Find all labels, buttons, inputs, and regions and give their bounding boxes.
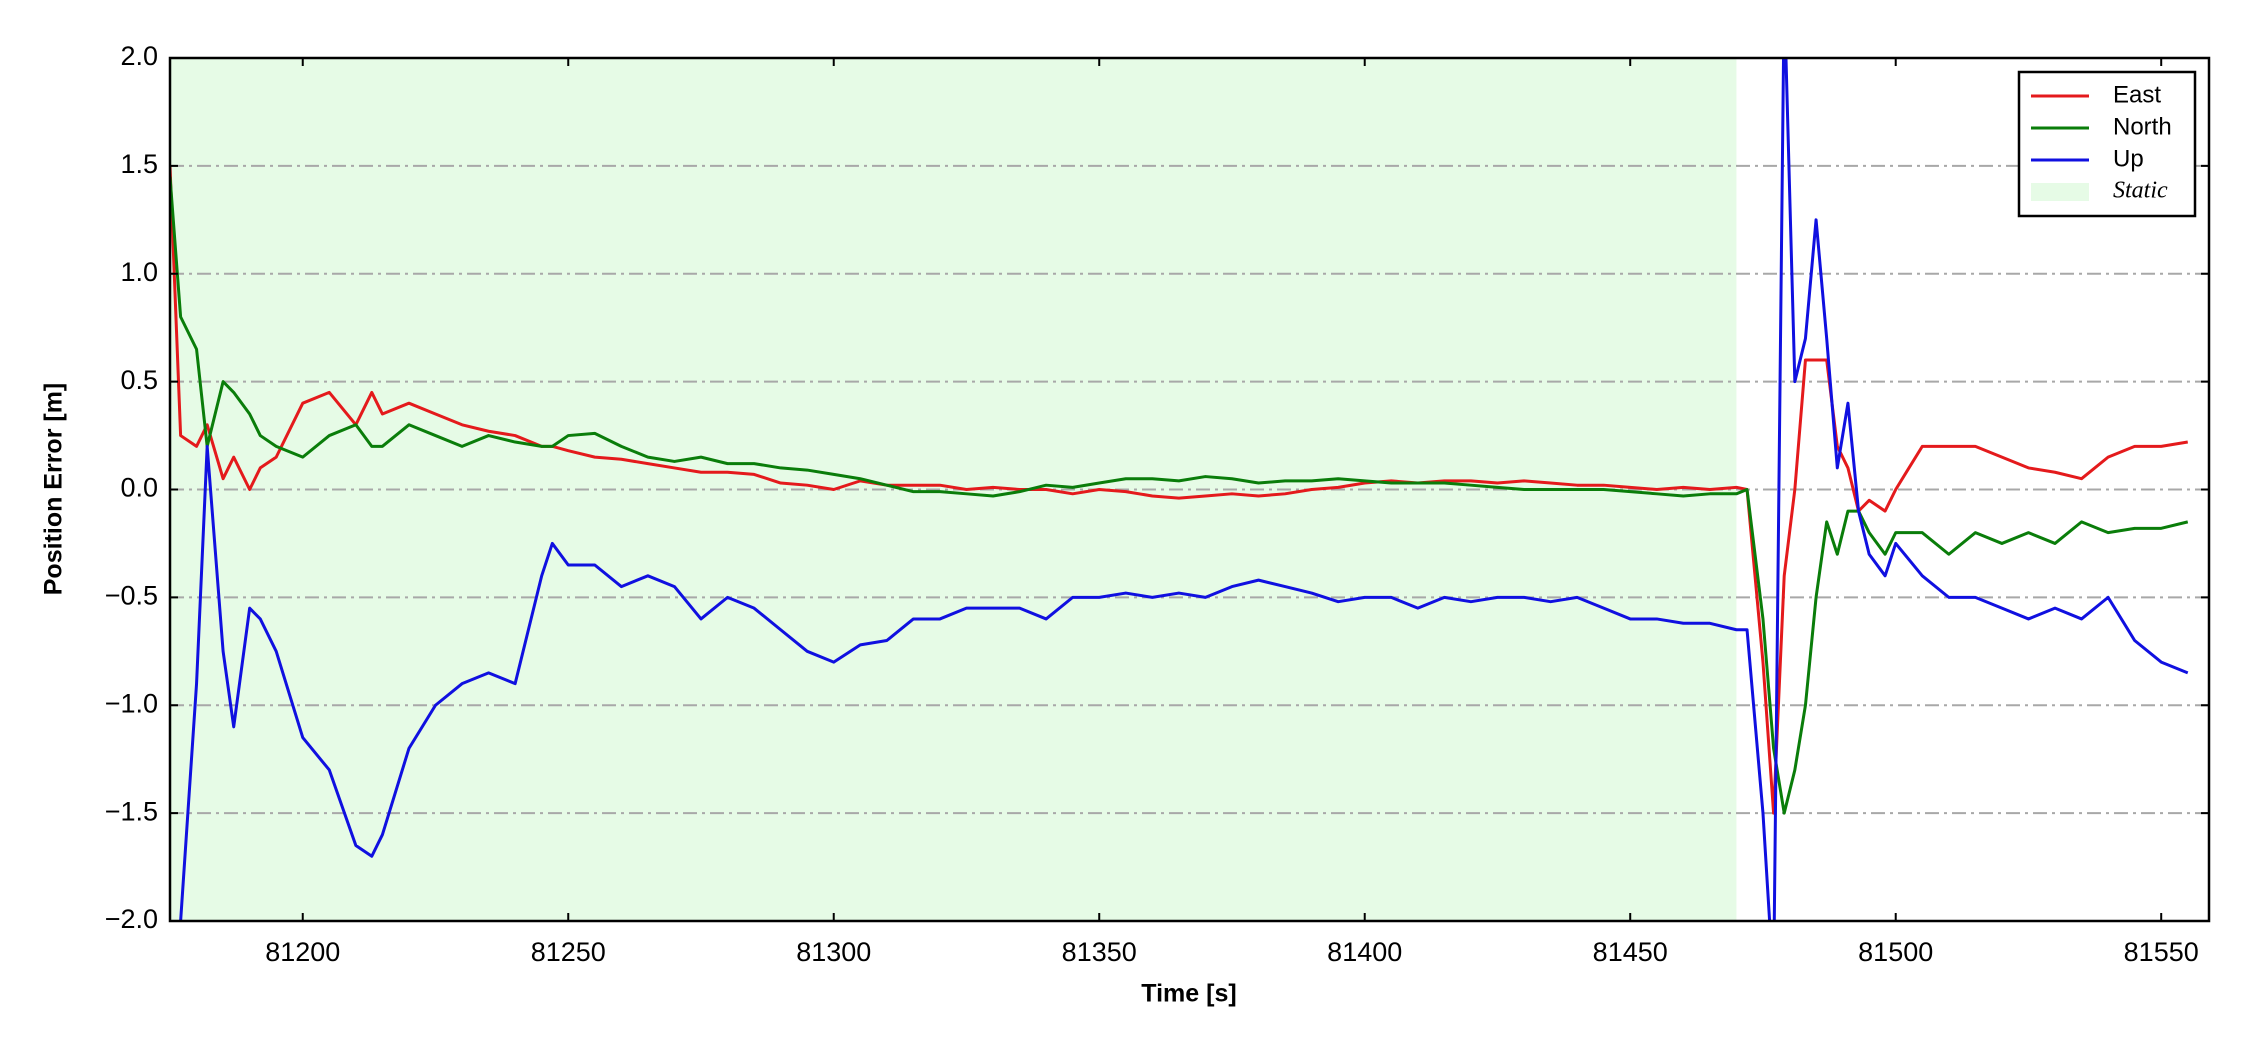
y-tick-label: −1.5 bbox=[105, 796, 158, 826]
y-axis-label: Position Error [m] bbox=[40, 383, 68, 596]
legend-label: Up bbox=[2113, 145, 2144, 172]
y-tick-label: −1.0 bbox=[105, 688, 158, 718]
y-tick-label: 0.0 bbox=[120, 473, 158, 503]
y-tick-label: −2.0 bbox=[105, 904, 158, 934]
legend-label: East bbox=[2113, 81, 2161, 108]
y-tick-label: 1.5 bbox=[120, 149, 158, 179]
plot-frame bbox=[168, 56, 2211, 923]
series-line bbox=[170, 165, 2189, 815]
x-tick-label: 81250 bbox=[531, 937, 606, 967]
y-tick-label: −0.5 bbox=[105, 581, 158, 611]
series-line bbox=[179, 58, 2189, 921]
x-axis-label: Time [s] bbox=[1141, 980, 1236, 1008]
x-tick-label: 81400 bbox=[1327, 937, 1402, 967]
legend-swatch bbox=[2031, 183, 2089, 201]
x-tick-label: 81200 bbox=[265, 937, 340, 967]
x-tick-label: 81500 bbox=[1858, 937, 1933, 967]
legend-label: North bbox=[2113, 113, 2172, 140]
x-tick-label: 81350 bbox=[1062, 937, 1137, 967]
y-tick-label: 2.0 bbox=[120, 41, 158, 71]
series-line bbox=[170, 176, 2189, 815]
y-tick-label: 0.5 bbox=[120, 365, 158, 395]
x-tick-label: 81550 bbox=[2124, 937, 2199, 967]
y-tick-label: 1.0 bbox=[120, 257, 158, 287]
x-tick-label: 81450 bbox=[1593, 937, 1668, 967]
legend-label: Static bbox=[2113, 178, 2168, 204]
x-tick-label: 81300 bbox=[796, 937, 871, 967]
